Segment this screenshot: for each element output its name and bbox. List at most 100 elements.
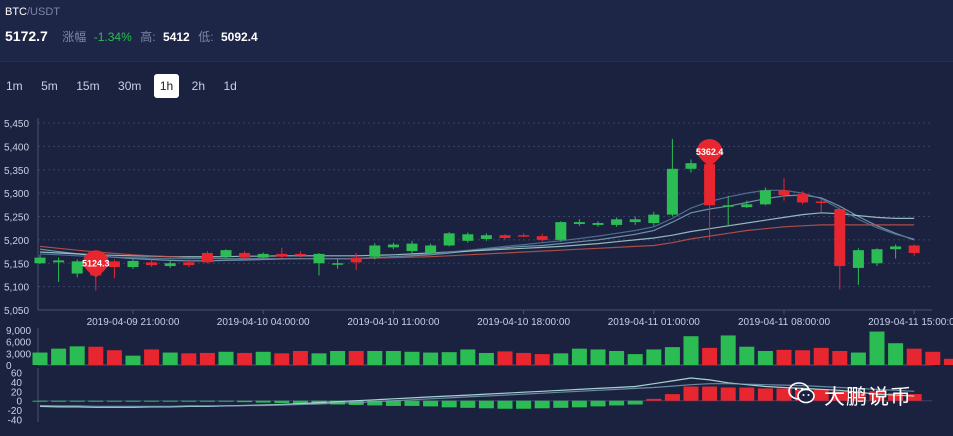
- macd-tick-label: 20: [11, 387, 23, 398]
- volume-bar: [404, 351, 420, 365]
- macd-histogram-bar: [199, 400, 215, 402]
- macd-histogram-bar: [106, 400, 122, 402]
- tab-30m[interactable]: 30m: [118, 79, 142, 93]
- candle-body: [313, 253, 325, 264]
- tab-1d[interactable]: 1d: [223, 79, 237, 93]
- volume-bar: [274, 353, 290, 365]
- macd-histogram-bar: [162, 400, 178, 402]
- price-marker: 5362.4: [696, 138, 724, 166]
- macd-histogram-bar: [51, 400, 67, 402]
- x-tick-label: 2019-04-10 18:00:00: [477, 317, 570, 328]
- volume-bar: [776, 349, 792, 365]
- volume-tick-label: 3,000: [6, 349, 31, 360]
- macd-histogram-bar: [125, 400, 141, 402]
- price-summary: 5172.7 涨幅 -1.34% 高: 5412 低: 5092.4: [5, 28, 258, 46]
- volume-bar: [292, 351, 308, 365]
- ticker-header: BTC/USDT 5172.7 涨幅 -1.34% 高: 5412 低: 509…: [0, 0, 953, 62]
- volume-bar: [162, 352, 178, 365]
- volume-bar: [627, 354, 643, 365]
- volume-bar: [869, 331, 885, 365]
- macd-histogram-bar: [69, 400, 85, 402]
- trading-pair: BTC/USDT: [5, 6, 60, 18]
- candle-body: [778, 190, 790, 195]
- price-marker-label: 5362.4: [696, 147, 724, 157]
- volume-bar: [311, 353, 327, 365]
- volume-bar: [516, 352, 532, 365]
- macd-histogram-bar: [181, 400, 197, 402]
- x-tick-label: 2019-04-11 01:00:00: [608, 317, 701, 328]
- tab-1m[interactable]: 1m: [6, 79, 23, 93]
- macd-histogram-bar: [757, 388, 773, 401]
- volume-bar: [757, 351, 773, 365]
- candle-body: [797, 194, 809, 203]
- tab-2h[interactable]: 2h: [191, 79, 206, 93]
- volume-bar: [813, 347, 829, 365]
- macd-histogram-bar: [423, 400, 439, 407]
- candle-body: [462, 234, 474, 241]
- macd-histogram-bar: [534, 400, 550, 409]
- price-tick-label: 5,150: [4, 259, 29, 270]
- volume-bar: [423, 352, 439, 365]
- candle-body: [257, 253, 269, 258]
- candle-body: [350, 257, 362, 263]
- candle-body: [425, 245, 437, 253]
- candle-body: [183, 262, 195, 266]
- tab-5m[interactable]: 5m: [41, 79, 58, 93]
- candle-body: [164, 263, 176, 267]
- candle-body: [443, 233, 455, 246]
- macd-histogram-bar: [404, 400, 420, 406]
- candle-body: [146, 262, 158, 266]
- volume-tick-label: 6,000: [6, 338, 31, 349]
- watermark: 大鹏说币: [788, 379, 938, 409]
- volume-bar: [702, 347, 718, 365]
- candle-body: [815, 201, 827, 204]
- macd-histogram-bar: [516, 400, 532, 409]
- candle-body: [592, 223, 604, 225]
- volume-bar: [925, 351, 941, 365]
- macd-histogram-bar: [888, 393, 904, 401]
- candle-body: [369, 245, 381, 257]
- candle-body: [387, 244, 399, 248]
- volume-bar: [441, 352, 457, 365]
- candle-body: [666, 168, 678, 215]
- wechat-icon: [788, 382, 815, 404]
- candle-body: [852, 250, 864, 268]
- candle-body: [71, 261, 83, 274]
- volume-bar: [88, 346, 104, 365]
- volume-bar: [534, 354, 550, 365]
- macd-histogram-bar: [478, 400, 494, 409]
- tab-15m[interactable]: 15m: [76, 79, 100, 93]
- price-tick-label: 5,300: [4, 189, 29, 200]
- x-tick-label: 2019-04-11 15:00:00: [868, 317, 953, 328]
- macd-histogram-bar: [385, 400, 401, 406]
- candle-body: [871, 249, 883, 264]
- price-tick-label: 5,050: [4, 306, 29, 317]
- volume-bar: [683, 336, 699, 365]
- macd-tick-label: 60: [11, 368, 23, 379]
- volume-bar: [832, 351, 848, 365]
- volume-bar: [367, 351, 383, 365]
- macd-histogram-bar: [646, 398, 662, 401]
- low-label: 低:: [198, 30, 214, 44]
- macd-histogram-bar: [609, 400, 625, 406]
- change-value: -1.34%: [93, 30, 132, 44]
- price-tick-label: 5,100: [4, 283, 29, 294]
- moving-average-line: [39, 224, 915, 260]
- macd-histogram-bar: [850, 392, 866, 401]
- pair-quote: /USDT: [27, 6, 60, 18]
- candle-body: [834, 209, 846, 267]
- candle-body: [332, 263, 344, 265]
- volume-bar: [590, 349, 606, 365]
- volume-bar: [255, 351, 271, 365]
- macd-histogram-bar: [906, 394, 922, 401]
- candle-body: [480, 235, 492, 239]
- price-tick-label: 5,350: [4, 166, 29, 177]
- volume-bar: [106, 350, 122, 365]
- volume-bar: [32, 352, 48, 365]
- tab-1h[interactable]: 1h: [153, 74, 180, 98]
- price-marker-pin: [82, 250, 109, 278]
- macd-histogram-bar: [237, 400, 253, 403]
- macd-histogram-bar: [460, 400, 476, 408]
- volume-bar: [943, 358, 953, 365]
